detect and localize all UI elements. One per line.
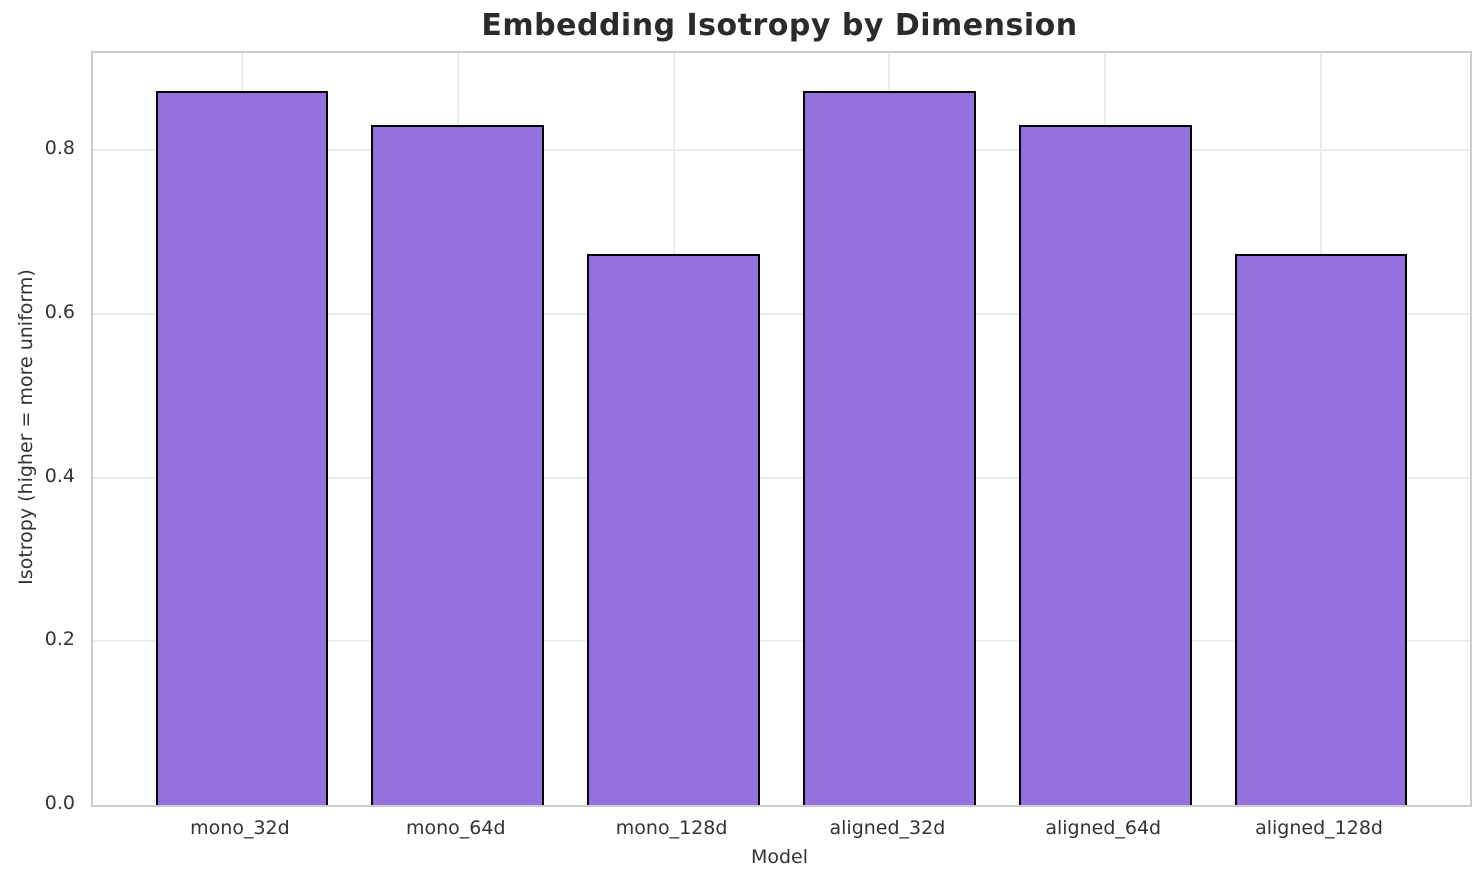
bar-aligned_64d [1018, 125, 1192, 805]
bar-mono_64d [371, 125, 545, 805]
y-tick-label: 0.2 [44, 628, 75, 651]
gridline-h [93, 149, 1470, 152]
x-axis-label: Model [750, 846, 809, 868]
y-tick-label: 0.6 [44, 301, 75, 324]
x-tick-label: mono_64d [405, 817, 506, 839]
x-tick-label: aligned_32d [829, 817, 946, 839]
x-tick-label: aligned_128d [1255, 817, 1383, 839]
gridline-h [93, 640, 1470, 643]
y-tick-label: 0.0 [44, 792, 75, 814]
chart-title: Embedding Isotropy by Dimension [481, 8, 1078, 43]
gridline-h [93, 313, 1470, 316]
y-tick-label: 0.8 [44, 137, 75, 160]
y-tick-label: 0.4 [44, 464, 75, 487]
bar-mono_128d [587, 254, 760, 805]
x-tick-label: aligned_64d [1045, 817, 1162, 839]
x-tick-label: mono_32d [190, 817, 290, 839]
plot-area [91, 51, 1472, 807]
x-tick-label: mono_128d [615, 817, 728, 839]
bar-aligned_32d [803, 90, 976, 805]
bar-mono_32d [155, 90, 329, 805]
bar-aligned_128d [1234, 254, 1408, 805]
gridline-h [93, 476, 1470, 479]
